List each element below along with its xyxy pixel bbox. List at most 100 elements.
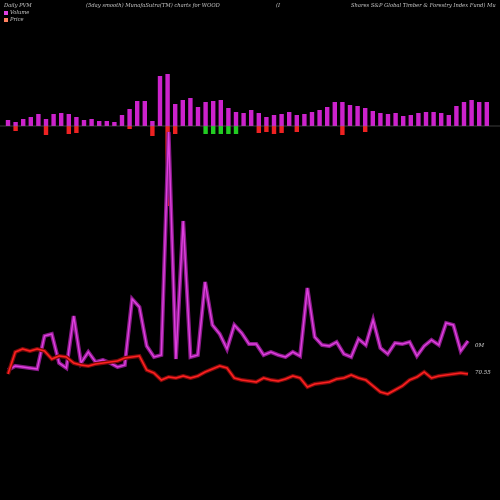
volume-bar-up [150,121,155,126]
legend-volume-label: Volume [10,10,30,16]
volume-bar-up [294,115,299,126]
volume-bars-down [13,126,368,206]
legend-price-swatch [4,18,8,22]
volume-bar-up [287,112,292,126]
volume-bar-up [180,100,185,126]
volume-bar-down [256,126,261,133]
volume-bar-up [135,101,140,126]
volume-bar-up [431,112,436,126]
legend-price-label: Price [10,17,24,23]
chart-title-left: Daily PVM [4,3,32,9]
volume-bar-up [195,107,201,126]
volume-bar-down [218,126,223,134]
volume-bar-up [127,109,132,126]
volume-bar-up [393,113,398,126]
volume-bar-up [66,114,71,126]
volume-bar-up [157,76,163,126]
volume-bar-up [446,115,451,126]
volume-bar-up [28,117,33,126]
volume-bar-up [74,117,79,126]
volume-bar-up [188,98,193,126]
chart-title-bracket: (I [276,3,281,9]
volume-bar-down [233,126,239,134]
volume-bar-up [226,108,231,126]
volume-bar-up [104,121,109,126]
volume-bar-down [13,126,18,131]
volume-bar-down [203,126,208,134]
volume-bar-down [279,126,284,133]
volume-bar-up [401,116,406,126]
volume-bar-down [173,126,178,134]
volume-bar-up [302,114,307,126]
volume-bar-up [36,114,41,126]
volume-bar-down [74,126,79,133]
volume-bar-up [112,122,117,126]
volume-bar-down [226,126,231,134]
volume-bar-up [439,113,444,126]
volume-bar-up [233,112,239,126]
volume-bar-down [66,126,71,134]
volume-bar-up [461,102,467,126]
volume-bar-up [332,102,337,126]
volume-bar-up [249,110,254,126]
volume-bar-up [119,115,125,126]
volume-bar-up [218,100,223,126]
volume-bar-up [355,106,360,126]
volume-bar-up [416,113,421,126]
legend-volume-swatch [4,11,8,15]
volume-bar-up [325,107,330,126]
volume-bar-down [294,126,299,132]
volume-bar-up [378,113,383,126]
volume-bar-up [423,112,429,126]
volume-bar-down [264,126,269,132]
volume-bar-up [340,102,345,126]
volume-bar-up [241,113,246,126]
volume-end-label: 0M [475,343,485,349]
volume-bar-up [89,119,94,126]
volume-bar-up [484,102,489,126]
volume-bar-up [203,102,208,126]
volume-bar-up [271,115,277,126]
chart-title-right: Shares S&P Global Timber & Forestry Inde… [351,3,496,9]
volume-bar-down [43,126,49,135]
volume-bar-down [211,126,216,134]
volume-bar-up [408,115,413,126]
volume-bar-up [13,122,18,126]
volume-bar-down [150,126,155,136]
volume-bar-up [97,121,102,126]
volume-line [7,131,469,371]
chart-title-middle: (5day smooth) MunafaSutra(TM) charts for… [86,3,220,9]
volume-bar-up [317,110,322,126]
volume-bar-up [142,101,147,126]
volume-bar-up [385,114,391,126]
volume-bar-up [256,113,261,126]
volume-bar-down [271,126,277,134]
volume-bar-up [477,102,482,126]
volume-bar-up [309,112,315,126]
volume-bar-down [363,126,368,132]
volume-bar-down [127,126,132,129]
volume-bar-up [347,105,353,126]
volume-bar-up [370,111,375,126]
volume-bar-up [264,117,269,126]
volume-bar-up [5,120,11,126]
price-end-label: 70.55 [475,370,491,376]
volume-bar-up [59,113,64,126]
volume-bar-up [51,114,56,126]
price-line [7,348,469,395]
volume-bar-down [340,126,345,135]
volume-bar-up [165,74,170,126]
volume-bar-up [363,108,368,126]
volume-bar-up [454,106,459,126]
legend-volume: Volume [4,10,29,16]
volume-bar-up [173,104,178,126]
volume-bar-up [211,101,216,126]
volume-bar-up [21,119,26,126]
volume-bar-up [469,100,474,126]
legend-price: Price [4,17,24,23]
volume-bar-up [279,114,284,126]
volume-bar-up [81,120,87,126]
volume-bar-up [43,119,49,126]
volume-bars-up [5,74,489,126]
